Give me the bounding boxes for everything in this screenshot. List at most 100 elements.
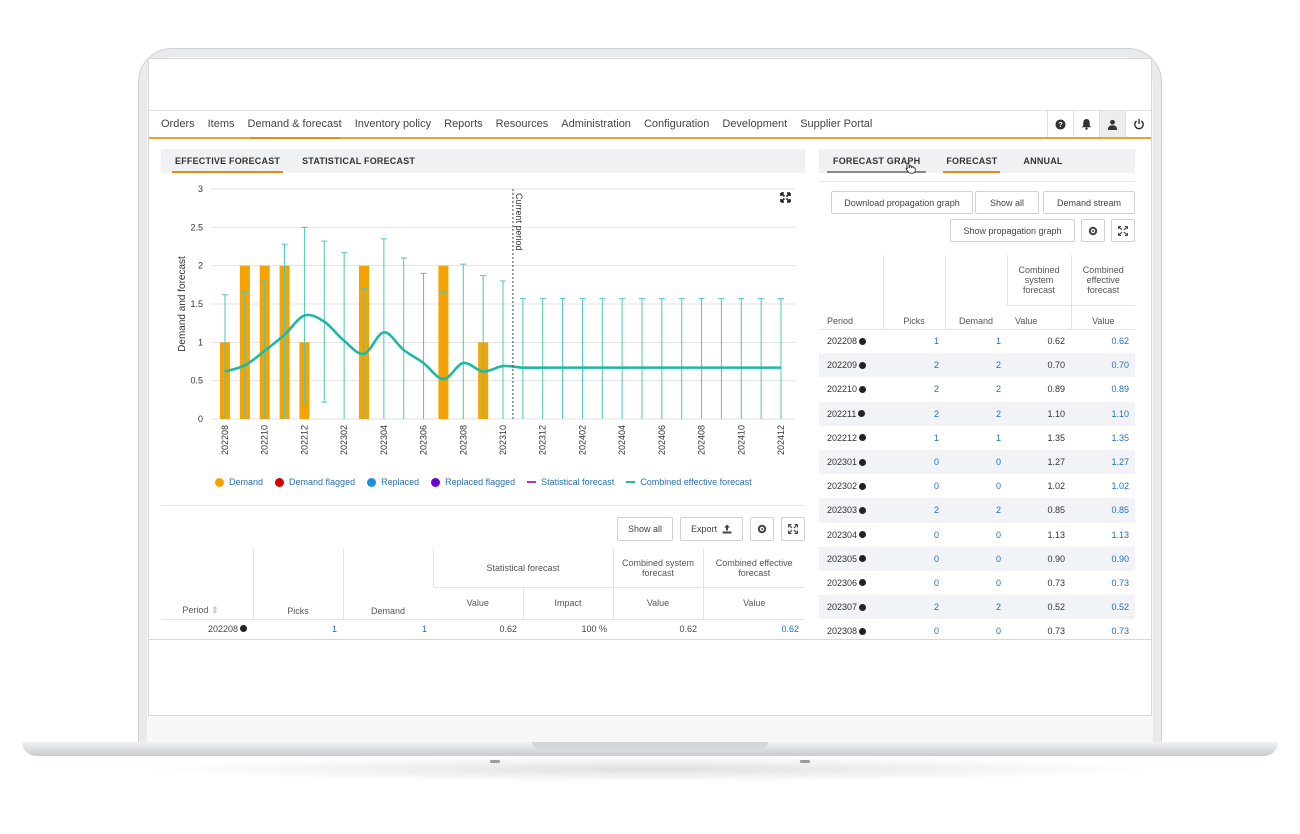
export-button[interactable]: Export [679, 517, 743, 541]
table-row: 202303 2 2 0.85 0.85 [819, 498, 1135, 523]
download-propagation-graph-button[interactable]: Download propagation graph [831, 191, 973, 214]
col-demand[interactable]: Demand [342, 549, 433, 620]
legend-item-combined-effective-forecast[interactable]: Combined effective forecast [626, 477, 752, 487]
row-effective-value[interactable]: 0.73 [1111, 626, 1129, 637]
row-demand[interactable]: 2 [945, 498, 1007, 523]
rcol-system-value[interactable]: Value [1007, 305, 1071, 330]
col-effective-value[interactable]: Value [702, 587, 805, 620]
row-picks[interactable]: 2 [883, 401, 945, 426]
legend-label: Replaced [381, 477, 420, 487]
power-icon[interactable] [1125, 111, 1151, 137]
nav-item-development[interactable]: Development [722, 118, 788, 130]
row-demand[interactable]: 1 [995, 336, 1001, 347]
row-effective-value[interactable]: 0.73 [1111, 577, 1129, 588]
col-period[interactable]: Period ⇕ [161, 549, 253, 620]
row-demand[interactable]: 1 [995, 432, 1001, 443]
fullscreen-button[interactable] [781, 517, 805, 541]
col-stat-value[interactable]: Value [433, 587, 523, 620]
row-demand[interactable]: 2 [945, 595, 1007, 620]
row-picks[interactable]: 0 [883, 546, 945, 571]
legend-item-demand[interactable]: Demand [215, 477, 263, 487]
col-stat-impact[interactable]: Impact [522, 587, 613, 620]
row-effective-value[interactable]: 0.62 [1111, 336, 1129, 347]
row-effective-value[interactable]: 1.27 [1071, 449, 1135, 475]
x-tick-label: 202404 [617, 425, 627, 455]
row-effective-value[interactable]: 0.62 [781, 623, 799, 634]
table-row: 202210 2 2 0.89 0.89 [819, 377, 1135, 401]
right-show-all-button[interactable]: Show all [975, 191, 1039, 214]
row-demand[interactable]: 1 [421, 623, 427, 634]
row-picks[interactable]: 2 [883, 595, 945, 620]
row-picks[interactable]: 0 [933, 529, 939, 540]
legend-item-demand-flagged[interactable]: Demand flagged [275, 477, 355, 487]
row-effective-value[interactable]: 0.52 [1071, 595, 1135, 620]
legend-item-statistical-forecast[interactable]: Statistical forecast [527, 477, 614, 487]
nav-item-configuration[interactable]: Configuration [643, 118, 710, 130]
legend-item-replaced-flagged[interactable]: Replaced flagged [431, 477, 515, 487]
demand-stream-button[interactable]: Demand stream [1043, 191, 1135, 214]
user-icon[interactable] [1099, 111, 1125, 137]
bell-icon[interactable] [1073, 111, 1099, 137]
row-picks[interactable]: 2 [883, 498, 945, 523]
row-effective-value[interactable]: 1.13 [1111, 529, 1129, 540]
settings-gear-button[interactable] [750, 517, 774, 541]
right-fullscreen-button[interactable] [1111, 219, 1135, 242]
row-demand[interactable]: 0 [945, 546, 1007, 571]
row-picks[interactable]: 0 [883, 449, 945, 475]
row-demand[interactable]: 0 [995, 577, 1001, 588]
nav-item-items[interactable]: Items [207, 118, 235, 130]
row-demand[interactable]: 0 [995, 481, 1001, 492]
col-system-value[interactable]: Value [612, 587, 703, 620]
row-picks[interactable]: 1 [331, 623, 337, 634]
rcol-demand[interactable]: Demand [944, 255, 1007, 330]
legend-label: Replaced flagged [445, 477, 516, 487]
nav-item-administration[interactable]: Administration [561, 118, 631, 130]
row-effective-value[interactable]: 0.85 [1071, 498, 1135, 523]
tab-effective-forecast[interactable]: EFFECTIVE FORECAST [171, 149, 284, 173]
row-picks[interactable]: 1 [933, 336, 939, 347]
rcol-period[interactable]: Period [819, 255, 883, 330]
row-demand[interactable]: 2 [945, 401, 1007, 426]
tab-statistical-forecast[interactable]: STATISTICAL FORECAST [302, 156, 416, 166]
rcol-effective-value[interactable]: Value [1070, 305, 1135, 330]
nav-item-orders[interactable]: Orders [161, 118, 195, 130]
row-picks[interactable]: 0 [933, 577, 939, 588]
legend-item-replaced[interactable]: Replaced [367, 477, 419, 487]
laptop-shadow [140, 756, 1160, 782]
tab-forecast[interactable]: FORECAST [943, 149, 1001, 173]
row-demand[interactable]: 2 [945, 353, 1007, 378]
row-demand[interactable]: 0 [995, 529, 1001, 540]
nav-item-supplier-portal[interactable]: Supplier Portal [800, 118, 873, 130]
tab-forecast-graph[interactable]: FORECAST GRAPH [827, 149, 927, 174]
rcol-picks[interactable]: Picks [882, 255, 945, 330]
nav-item-demand-forecast[interactable]: Demand & forecast [248, 111, 342, 139]
row-demand[interactable]: 2 [995, 384, 1001, 395]
show-all-button[interactable]: Show all [616, 517, 673, 541]
row-effective-value[interactable]: 1.02 [1111, 481, 1129, 492]
tab-annual[interactable]: ANNUAL [1023, 156, 1063, 166]
row-picks[interactable]: 2 [933, 384, 939, 395]
row-effective-value[interactable]: 0.90 [1071, 546, 1135, 571]
row-demand[interactable]: 0 [945, 449, 1007, 475]
row-picks[interactable]: 1 [933, 432, 939, 443]
nav-item-inventory-policy[interactable]: Inventory policy [354, 118, 432, 130]
y-tick-label: 3 [198, 184, 203, 194]
row-picks[interactable]: 0 [933, 626, 939, 637]
col-picks[interactable]: Picks [252, 549, 343, 620]
row-picks[interactable]: 0 [933, 481, 939, 492]
left-table-toolbar: Show all Export [610, 517, 805, 541]
help-icon[interactable]: ? [1047, 111, 1073, 137]
row-effective-value[interactable]: 1.10 [1071, 401, 1135, 426]
table-row: 202208 1 1 0.62 100 % 0.62 0.62 [161, 619, 805, 638]
nav-item-reports[interactable]: Reports [444, 118, 483, 130]
row-effective-value[interactable]: 1.35 [1111, 432, 1129, 443]
chart-expand-icon[interactable] [780, 192, 791, 203]
row-demand[interactable]: 0 [995, 626, 1001, 637]
row-picks[interactable]: 2 [883, 353, 945, 378]
right-settings-button[interactable] [1081, 219, 1105, 242]
row-effective-value[interactable]: 0.89 [1111, 384, 1129, 395]
nav-item-resources[interactable]: Resources [495, 118, 549, 130]
x-tick-label: 202412 [776, 425, 786, 455]
show-propagation-graph-button[interactable]: Show propagation graph [950, 219, 1075, 242]
row-effective-value[interactable]: 0.70 [1071, 353, 1135, 378]
